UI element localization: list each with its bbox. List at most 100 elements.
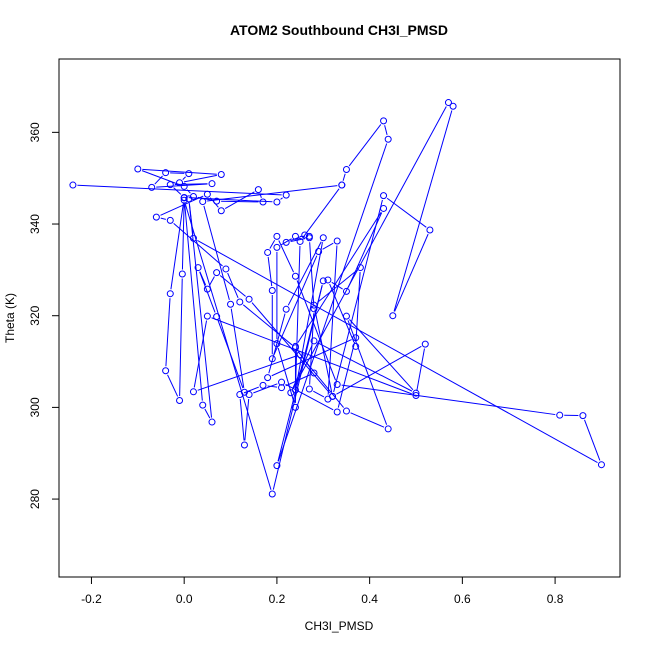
data-point: [199, 198, 207, 206]
data-point: [194, 264, 202, 272]
data-point: [166, 181, 174, 189]
x-tick-label: 0.0: [176, 592, 193, 606]
data-point: [152, 213, 160, 221]
series-segment: [333, 199, 383, 393]
series-segment: [313, 390, 325, 398]
series-segment: [170, 202, 185, 290]
series-segment: [347, 320, 388, 425]
data-point: [268, 490, 276, 498]
series-segment: [184, 204, 272, 490]
series-segment: [317, 270, 358, 303]
data-point: [356, 264, 364, 272]
data-point: [319, 234, 327, 242]
data-point: [213, 197, 221, 205]
data-point: [180, 196, 188, 204]
series-segment: [290, 236, 301, 242]
data-point: [273, 232, 281, 240]
data-point: [199, 401, 207, 409]
data-point: [222, 265, 230, 273]
data-point: [342, 407, 350, 415]
data-point: [185, 195, 193, 203]
series-segment: [348, 124, 382, 167]
data-point: [352, 334, 360, 342]
series-segment: [268, 313, 286, 374]
data-point: [597, 461, 605, 469]
data-point: [310, 301, 318, 309]
x-axis-label: CH3I_PMSD: [305, 619, 374, 633]
data-point: [273, 340, 281, 348]
series-segment: [322, 242, 334, 250]
y-tick-label: 340: [28, 214, 42, 234]
data-point: [273, 198, 281, 206]
data-point: [310, 305, 318, 313]
data-point: [412, 391, 420, 399]
y-tick-label: 280: [28, 489, 42, 509]
data-point: [384, 135, 392, 143]
series-segment: [204, 408, 211, 419]
data-point: [166, 290, 174, 298]
series-segment: [271, 339, 352, 377]
data-point: [380, 204, 388, 212]
data-point: [259, 198, 267, 206]
series-segment: [173, 187, 182, 195]
data-point: [556, 411, 564, 419]
y-tick-label: 320: [28, 305, 42, 325]
data-point: [380, 117, 388, 125]
data-point: [166, 216, 174, 224]
data-point: [380, 192, 388, 200]
data-point: [291, 232, 299, 240]
series-segment: [297, 211, 382, 343]
series-segment: [384, 125, 388, 135]
data-point: [342, 312, 350, 320]
series-segment: [170, 172, 185, 174]
y-axis: 280 300 320 340 360: [28, 122, 60, 509]
data-point: [291, 342, 299, 350]
series-segment: [342, 173, 346, 181]
data-point: [333, 380, 341, 388]
series-segment: [295, 242, 323, 386]
x-tick-label: 0.4: [361, 592, 378, 606]
data-point: [264, 374, 272, 382]
series-segment: [327, 245, 338, 395]
series-segment: [269, 240, 276, 249]
data-point: [291, 403, 299, 411]
data-point: [296, 351, 304, 359]
series-segment: [331, 281, 343, 290]
series-segment: [280, 238, 292, 246]
series-segment: [292, 106, 447, 390]
data-point: [310, 369, 318, 377]
series-segment: [77, 184, 282, 196]
series-segment: [309, 242, 315, 305]
data-point: [333, 237, 341, 245]
series-segment: [337, 341, 356, 408]
series-segment: [142, 168, 217, 175]
series-segment: [182, 176, 186, 180]
series-segment: [221, 200, 259, 203]
data-point: [296, 237, 304, 245]
data-point: [273, 462, 281, 470]
x-axis: -0.2 0.0 0.2 0.4 0.6 0.8: [81, 576, 564, 606]
data-point: [282, 191, 290, 199]
series-segment: [296, 280, 337, 381]
series-segment: [186, 189, 191, 194]
data-point: [305, 234, 313, 242]
series-segment: [280, 197, 283, 200]
series-segment: [242, 304, 293, 346]
data-point: [208, 418, 216, 426]
data-point: [245, 295, 253, 303]
chart-title: ATOM2 Southbound CH3I_PMSD: [230, 22, 448, 38]
data-point: [278, 378, 286, 386]
data-point: [342, 287, 350, 295]
data-point: [213, 313, 221, 321]
series-segment: [188, 203, 213, 418]
series-segment: [239, 398, 245, 441]
data-point: [227, 300, 235, 308]
data-point: [189, 388, 197, 396]
series-segment: [141, 170, 181, 186]
series-segment: [267, 385, 278, 388]
data-point: [185, 170, 193, 178]
series-segment: [273, 255, 318, 355]
series-segment: [386, 197, 427, 228]
data-point: [264, 248, 272, 256]
series-segment: [160, 217, 167, 220]
